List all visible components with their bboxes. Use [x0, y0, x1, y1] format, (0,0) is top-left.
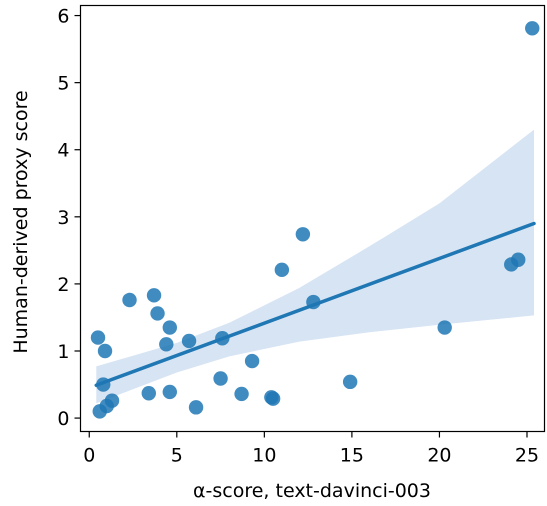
data-point [188, 400, 204, 415]
y-tick-label: 5 [57, 73, 69, 95]
x-axis-label: α-score, text-davinci-003 [193, 480, 431, 502]
x-axis-ticks: 0 5 10 15 20 25 [83, 431, 539, 467]
x-tick-label: 25 [515, 445, 539, 467]
data-point [159, 337, 174, 352]
data-point [181, 333, 197, 349]
data-point [96, 377, 111, 392]
data-points-layer [90, 21, 540, 419]
data-point [162, 320, 177, 335]
y-tick-label: 1 [57, 341, 69, 363]
data-point [150, 306, 165, 321]
y-axis-ticks: 0 1 2 3 4 5 6 [57, 6, 81, 430]
data-point [295, 227, 311, 242]
x-tick-label: 10 [252, 445, 276, 467]
confidence-band-layer [96, 129, 535, 404]
y-tick-label: 3 [57, 207, 69, 229]
data-point [274, 262, 290, 278]
data-point [525, 21, 540, 36]
y-axis-label: Human-derived proxy score [10, 90, 32, 353]
y-tick-label: 6 [57, 6, 69, 28]
data-point [162, 384, 177, 400]
data-point [213, 371, 228, 386]
y-tick-label: 0 [57, 408, 69, 430]
y-tick-label: 4 [57, 140, 69, 162]
plot-frame [79, 4, 546, 433]
data-point [141, 386, 156, 401]
data-point [104, 393, 120, 408]
data-point [511, 252, 526, 267]
data-point [146, 288, 162, 303]
y-tick-label: 2 [57, 274, 69, 296]
x-tick-label: 20 [427, 445, 451, 467]
data-point [215, 331, 230, 346]
x-tick-label: 15 [340, 445, 364, 467]
confidence-band [96, 129, 535, 404]
data-point [244, 353, 260, 369]
data-point [342, 374, 358, 390]
data-point [265, 391, 281, 406]
data-point [306, 294, 321, 310]
data-point [437, 320, 452, 335]
data-point [122, 292, 137, 308]
x-tick-label: 0 [83, 445, 95, 467]
x-tick-label: 5 [171, 445, 183, 467]
data-point [234, 386, 249, 402]
data-point [90, 330, 106, 345]
data-point [97, 343, 113, 359]
